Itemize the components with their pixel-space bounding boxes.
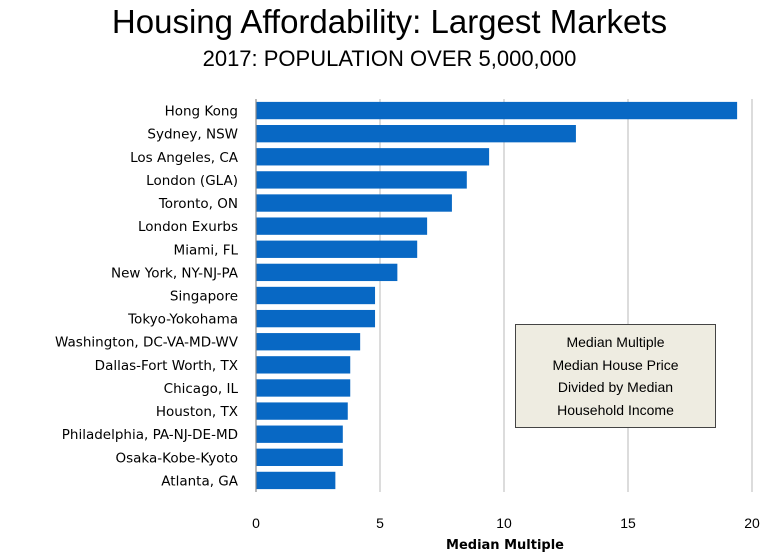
bar bbox=[256, 379, 351, 397]
bar bbox=[256, 286, 376, 305]
category-label: Washington, DC-VA-MD-WV bbox=[55, 335, 239, 351]
bar bbox=[256, 425, 343, 443]
chart-title: Housing Affordability: Largest Markets bbox=[111, 3, 668, 40]
x-tick-label: 5 bbox=[376, 515, 384, 531]
bar bbox=[256, 217, 428, 235]
category-label: London (GLA) bbox=[146, 173, 238, 189]
category-label: Singapore bbox=[170, 289, 238, 305]
x-tick-label: 0 bbox=[252, 515, 260, 531]
bar bbox=[256, 402, 348, 420]
x-tick-label: 15 bbox=[620, 515, 636, 531]
bar bbox=[256, 148, 490, 166]
bar bbox=[256, 333, 361, 351]
annotation-line: Median House Price bbox=[552, 356, 679, 373]
category-label: Tokyo-Yokohama bbox=[127, 312, 238, 328]
category-label: Los Angeles, CA bbox=[130, 150, 239, 166]
x-tick-label: 20 bbox=[744, 515, 760, 531]
category-label: Toronto, ON bbox=[158, 196, 238, 212]
bar bbox=[256, 309, 376, 328]
category-label: Atlanta, GA bbox=[161, 473, 238, 489]
category-label: Miami, FL bbox=[174, 242, 239, 258]
category-label: Houston, TX bbox=[156, 404, 238, 420]
category-label: Dallas-Fort Worth, TX bbox=[95, 358, 238, 374]
bar bbox=[256, 356, 351, 374]
annotation-line: Household Income bbox=[557, 401, 674, 418]
category-label: Osaka-Kobe-Kyoto bbox=[115, 450, 238, 466]
bar bbox=[256, 194, 452, 212]
category-label: Sydney, NSW bbox=[147, 127, 238, 143]
chart-subtitle: 2017: POPULATION OVER 5,000,000 bbox=[202, 46, 577, 71]
annotation-line: Divided by Median bbox=[557, 379, 674, 395]
x-axis-title: Median Multiple bbox=[446, 538, 564, 552]
category-label: New York, NY-NJ-PA bbox=[111, 265, 239, 281]
category-label: Chicago, IL bbox=[164, 381, 239, 397]
bar bbox=[256, 171, 467, 189]
bar bbox=[256, 125, 576, 143]
bar bbox=[256, 240, 418, 258]
category-label: Hong Kong bbox=[165, 104, 238, 120]
bar bbox=[256, 471, 336, 490]
bar bbox=[256, 263, 398, 282]
x-tick-label: 10 bbox=[496, 515, 512, 531]
category-label: London Exurbs bbox=[138, 219, 238, 235]
annotation-box: Median Multiple Median House Price Divid… bbox=[515, 324, 716, 428]
bar bbox=[256, 101, 738, 120]
category-label: Philadelphia, PA-NJ-DE-MD bbox=[62, 427, 238, 443]
bar bbox=[256, 448, 343, 466]
annotation-line: Median Multiple bbox=[566, 334, 665, 350]
